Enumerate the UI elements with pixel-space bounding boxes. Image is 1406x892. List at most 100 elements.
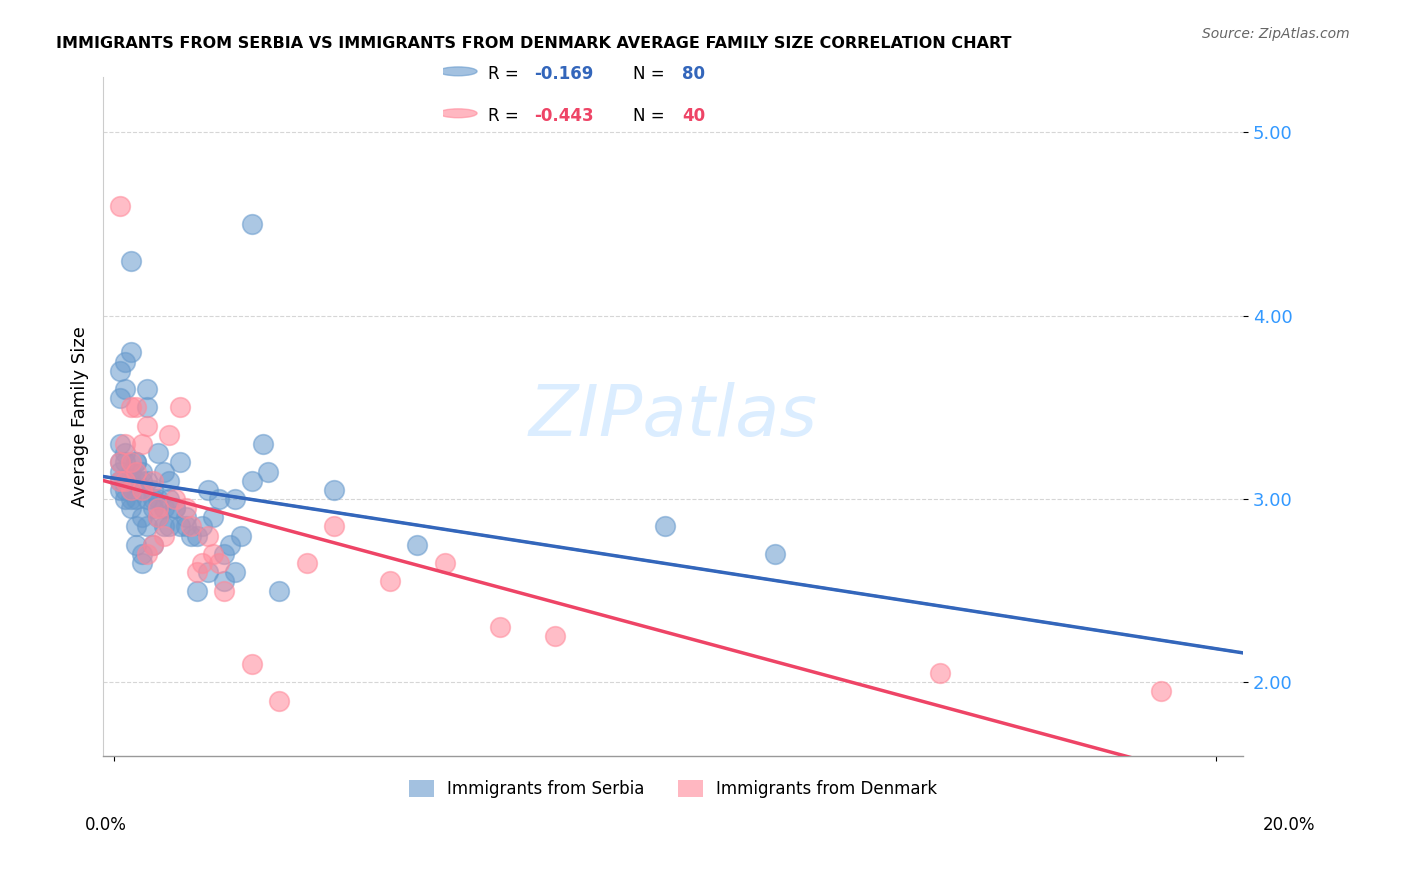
Text: N =: N = bbox=[633, 65, 664, 83]
Serbia bbox=[186, 583, 208, 598]
Text: 40: 40 bbox=[682, 107, 706, 125]
Denmark bbox=[323, 519, 346, 533]
Serbia bbox=[224, 566, 246, 580]
Serbia bbox=[136, 491, 159, 506]
Denmark bbox=[125, 465, 148, 479]
Serbia bbox=[157, 519, 180, 533]
Serbia bbox=[174, 510, 197, 524]
Serbia bbox=[120, 501, 142, 516]
Serbia bbox=[269, 583, 291, 598]
Serbia bbox=[323, 483, 346, 497]
Denmark bbox=[108, 199, 131, 213]
Serbia bbox=[120, 491, 142, 506]
Text: -0.169: -0.169 bbox=[534, 65, 593, 83]
Serbia bbox=[157, 491, 180, 506]
Serbia bbox=[240, 217, 263, 231]
Serbia bbox=[108, 391, 131, 405]
Serbia bbox=[131, 474, 153, 488]
Serbia bbox=[257, 465, 280, 479]
Serbia bbox=[108, 483, 131, 497]
Text: ZIPatlas: ZIPatlas bbox=[529, 382, 818, 451]
Serbia bbox=[125, 455, 148, 469]
Serbia bbox=[142, 491, 165, 506]
Serbia bbox=[174, 519, 197, 533]
Serbia bbox=[169, 455, 191, 469]
Denmark bbox=[108, 455, 131, 469]
Serbia bbox=[131, 483, 153, 497]
Denmark bbox=[295, 556, 318, 570]
Denmark bbox=[214, 583, 236, 598]
Serbia bbox=[142, 538, 165, 552]
Denmark bbox=[114, 474, 136, 488]
Serbia bbox=[136, 474, 159, 488]
Serbia bbox=[197, 483, 219, 497]
Denmark bbox=[180, 519, 202, 533]
Serbia bbox=[763, 547, 786, 561]
Y-axis label: Average Family Size: Average Family Size bbox=[72, 326, 89, 507]
Text: R =: R = bbox=[488, 65, 519, 83]
Denmark bbox=[157, 427, 180, 442]
Serbia bbox=[114, 382, 136, 396]
Serbia bbox=[125, 519, 148, 533]
Serbia bbox=[108, 364, 131, 378]
Serbia bbox=[131, 510, 153, 524]
Serbia bbox=[229, 529, 252, 543]
Serbia bbox=[108, 455, 131, 469]
Serbia bbox=[120, 253, 142, 268]
Serbia bbox=[208, 491, 231, 506]
Serbia bbox=[654, 519, 676, 533]
Serbia bbox=[197, 566, 219, 580]
Text: Source: ZipAtlas.com: Source: ZipAtlas.com bbox=[1202, 27, 1350, 41]
Denmark bbox=[433, 556, 456, 570]
Serbia bbox=[163, 501, 186, 516]
Denmark bbox=[120, 483, 142, 497]
Denmark bbox=[163, 491, 186, 506]
Denmark bbox=[197, 529, 219, 543]
Denmark bbox=[208, 556, 231, 570]
Text: 20.0%: 20.0% bbox=[1263, 815, 1316, 833]
Serbia bbox=[240, 474, 263, 488]
Serbia bbox=[114, 474, 136, 488]
Serbia bbox=[169, 519, 191, 533]
Serbia bbox=[136, 519, 159, 533]
Text: N =: N = bbox=[633, 107, 664, 125]
Denmark bbox=[202, 547, 225, 561]
Serbia bbox=[120, 465, 142, 479]
Serbia bbox=[157, 474, 180, 488]
Serbia bbox=[191, 519, 214, 533]
Denmark bbox=[142, 538, 165, 552]
Denmark bbox=[142, 474, 165, 488]
Denmark bbox=[152, 529, 174, 543]
Serbia bbox=[125, 491, 148, 506]
Serbia bbox=[125, 474, 148, 488]
Circle shape bbox=[439, 67, 477, 76]
Denmark bbox=[240, 657, 263, 671]
Denmark bbox=[148, 501, 170, 516]
Denmark bbox=[378, 574, 401, 589]
Text: 80: 80 bbox=[682, 65, 704, 83]
Serbia bbox=[136, 401, 159, 415]
Serbia bbox=[125, 538, 148, 552]
Serbia bbox=[214, 574, 236, 589]
Denmark bbox=[136, 547, 159, 561]
Serbia bbox=[148, 491, 170, 506]
Text: IMMIGRANTS FROM SERBIA VS IMMIGRANTS FROM DENMARK AVERAGE FAMILY SIZE CORRELATIO: IMMIGRANTS FROM SERBIA VS IMMIGRANTS FRO… bbox=[56, 36, 1012, 51]
Denmark bbox=[1149, 684, 1171, 698]
Serbia bbox=[148, 446, 170, 460]
Serbia bbox=[142, 483, 165, 497]
Serbia bbox=[406, 538, 429, 552]
Serbia bbox=[120, 483, 142, 497]
Denmark bbox=[488, 620, 510, 634]
Serbia bbox=[114, 354, 136, 368]
Serbia bbox=[114, 455, 136, 469]
Denmark bbox=[131, 437, 153, 451]
Denmark bbox=[929, 666, 952, 681]
Legend: Immigrants from Serbia, Immigrants from Denmark: Immigrants from Serbia, Immigrants from … bbox=[402, 773, 943, 805]
Serbia bbox=[125, 455, 148, 469]
Serbia bbox=[152, 465, 174, 479]
Serbia bbox=[131, 556, 153, 570]
Serbia bbox=[202, 510, 225, 524]
Text: 0.0%: 0.0% bbox=[84, 815, 127, 833]
Text: R =: R = bbox=[488, 107, 519, 125]
Serbia bbox=[152, 501, 174, 516]
